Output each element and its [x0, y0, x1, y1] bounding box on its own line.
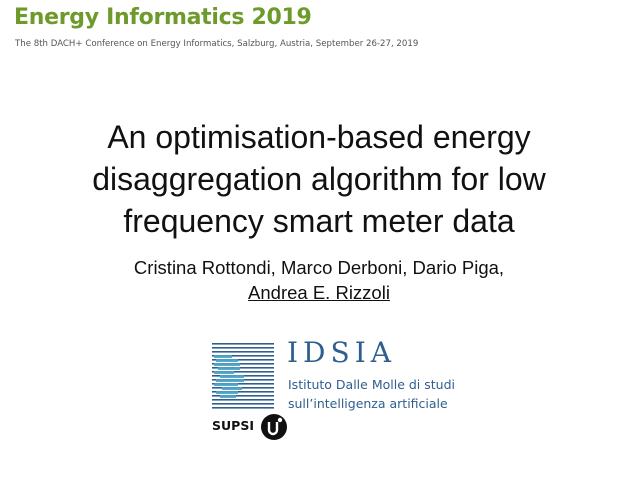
supsi-logo-text: SUPSI — [212, 418, 254, 433]
conference-subtitle: The 8th DACH+ Conference on Energy Infor… — [15, 39, 419, 49]
slide-title-line: An optimisation-based energy — [107, 119, 531, 155]
slide-title-line: disaggregation algorithm for low — [92, 161, 546, 197]
idsia-logo-text: IDSIA — [287, 336, 396, 369]
usi-logo-icon — [261, 414, 287, 440]
conference-title: Energy Informatics 2019 — [14, 5, 312, 30]
slide-title: An optimisation-based energy disaggregat… — [0, 116, 638, 242]
slide-title-line: frequency smart meter data — [123, 203, 515, 239]
idsia-description-line: sull’intelligenza artificiale — [288, 396, 448, 411]
idsia-description-line: Istituto Dalle Molle di studi — [288, 377, 455, 392]
author-list: Cristina Rottondi, Marco Derboni, Dario … — [0, 255, 638, 305]
authors-line: Cristina Rottondi, Marco Derboni, Dario … — [133, 257, 505, 278]
idsia-logo-icon — [212, 343, 274, 409]
idsia-description: Istituto Dalle Molle di studi sull’intel… — [288, 375, 455, 413]
presenter-name: Andrea E. Rizzoli — [248, 282, 390, 303]
